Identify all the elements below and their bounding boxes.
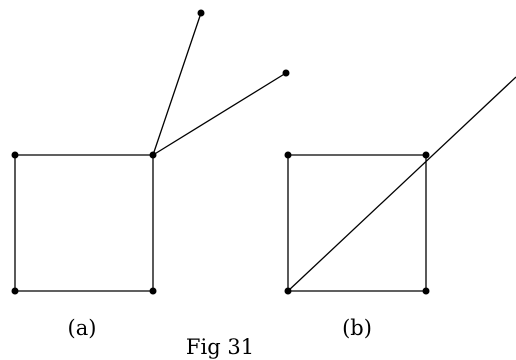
graph-a: (a) [11,9,290,340]
graph-b-vertex-top-left [284,151,292,159]
graph-b: (b) [284,76,516,340]
graph-b-edge-diagonal [287,76,516,292]
graph-a-edge-pendant-upper [152,12,202,156]
graph-a-vertex-pendant-lower [282,69,290,77]
graph-a-vertex-top-right [149,151,157,159]
graph-b-label: (b) [342,316,372,340]
graph-a-vertex-bottom-right [149,287,157,295]
graph-b-vertex-top-right [422,151,430,159]
graph-b-vertex-bottom-left [284,287,292,295]
graph-a-vertex-pendant-upper [197,9,205,17]
graph-a-edge-pendant-lower [152,72,287,156]
graph-b-vertex-bottom-right [422,287,430,295]
graph-a-vertex-top-left [11,151,19,159]
graph-a-label: (a) [68,316,97,340]
graph-a-vertex-bottom-left [11,287,19,295]
figure-caption: Fig 31 [186,335,254,359]
